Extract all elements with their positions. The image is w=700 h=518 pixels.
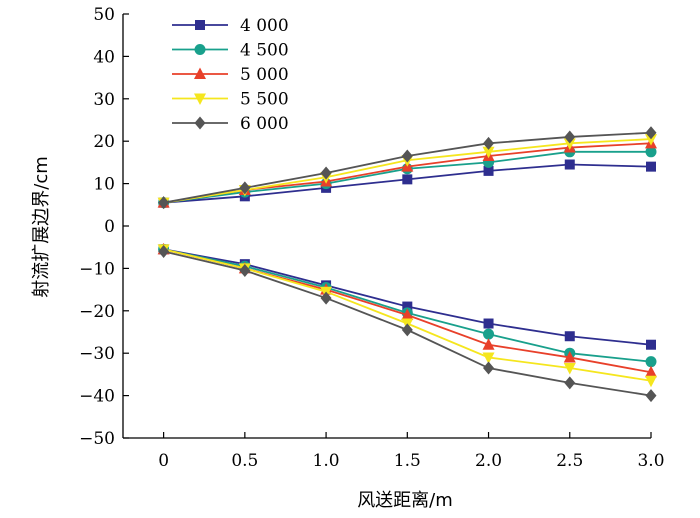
x-tick-label: 0.5 bbox=[231, 451, 258, 471]
data-point bbox=[483, 318, 494, 329]
data-point bbox=[564, 159, 575, 170]
y-tick-label: −30 bbox=[79, 344, 115, 364]
y-axis-title: 射流扩展边界/cm bbox=[31, 156, 52, 298]
data-point bbox=[402, 301, 413, 312]
data-point bbox=[239, 181, 251, 195]
data-point bbox=[646, 339, 656, 350]
data-point bbox=[482, 352, 495, 364]
y-tick-label: −40 bbox=[79, 387, 115, 407]
y-tick-label: 0 bbox=[104, 217, 115, 237]
x-tick-label: 2.5 bbox=[556, 451, 583, 471]
x-tick-label: 3.0 bbox=[637, 451, 664, 471]
x-tick-label: 1.5 bbox=[394, 451, 421, 471]
legend-marker bbox=[194, 44, 206, 55]
legend-label: 5 500 bbox=[240, 90, 289, 110]
legend-marker bbox=[194, 67, 206, 79]
y-tick-label: 40 bbox=[93, 47, 115, 67]
legend-marker bbox=[194, 116, 206, 130]
x-tick-label: 2.0 bbox=[475, 451, 502, 471]
data-point bbox=[564, 376, 576, 390]
y-tick-label: 50 bbox=[93, 5, 115, 25]
legend-item: 5 500 bbox=[172, 90, 289, 110]
legend-label: 5 000 bbox=[240, 65, 289, 85]
data-point bbox=[645, 375, 657, 388]
data-point bbox=[483, 165, 494, 176]
y-tick-label: −20 bbox=[79, 302, 115, 322]
y-axis: −50 −40 −30 −20 −10 0 10 20 30 40 50 bbox=[79, 5, 129, 449]
data-point bbox=[563, 138, 576, 150]
data-point bbox=[564, 331, 575, 342]
data-point bbox=[158, 244, 170, 258]
data-point bbox=[564, 130, 576, 144]
y-tick-label: −50 bbox=[79, 429, 115, 449]
data-point bbox=[645, 389, 657, 403]
data-point bbox=[645, 126, 657, 140]
legend-item: 5 000 bbox=[172, 65, 289, 85]
data-point bbox=[645, 365, 657, 378]
y-tick-label: 30 bbox=[93, 90, 115, 110]
data-point bbox=[483, 328, 495, 340]
legend: 4 000 4 500 5 000 5 500 6 000 bbox=[172, 16, 289, 134]
data-point bbox=[320, 166, 332, 180]
data-point bbox=[482, 146, 495, 159]
series-6000 bbox=[158, 126, 657, 403]
legend-label: 4 000 bbox=[240, 16, 289, 36]
data-point bbox=[483, 136, 495, 150]
data-point bbox=[401, 323, 413, 337]
legend-item: 4 000 bbox=[172, 16, 289, 36]
x-tick-label: 0 bbox=[158, 451, 169, 471]
legend-marker bbox=[194, 93, 206, 105]
data-point bbox=[646, 161, 656, 172]
data-point bbox=[645, 146, 657, 158]
y-tick-label: 10 bbox=[93, 175, 115, 195]
data-point bbox=[401, 149, 413, 163]
x-tick-label: 1.0 bbox=[313, 451, 340, 471]
data-point bbox=[483, 361, 495, 375]
data-point bbox=[320, 291, 332, 305]
y-tick-label: −10 bbox=[79, 259, 115, 279]
data-point bbox=[401, 308, 414, 321]
data-point bbox=[482, 338, 495, 350]
legend-label: 6 000 bbox=[240, 114, 289, 134]
legend-marker bbox=[195, 20, 205, 30]
legend-item: 6 000 bbox=[172, 114, 289, 134]
data-point bbox=[563, 350, 576, 363]
data-point bbox=[158, 196, 170, 210]
data-point bbox=[402, 174, 413, 185]
data-point bbox=[645, 134, 657, 146]
series-layer bbox=[157, 126, 657, 403]
legend-item: 4 500 bbox=[172, 41, 289, 61]
data-point bbox=[645, 356, 657, 368]
y-tick-label: 20 bbox=[93, 132, 115, 152]
data-point bbox=[563, 363, 576, 375]
x-axis-title: 风送距离/m bbox=[357, 490, 453, 511]
data-point bbox=[239, 264, 251, 278]
x-axis: 0 0.5 1.0 1.5 2.0 2.5 3.0 bbox=[123, 432, 665, 471]
legend-label: 4 500 bbox=[240, 41, 289, 61]
